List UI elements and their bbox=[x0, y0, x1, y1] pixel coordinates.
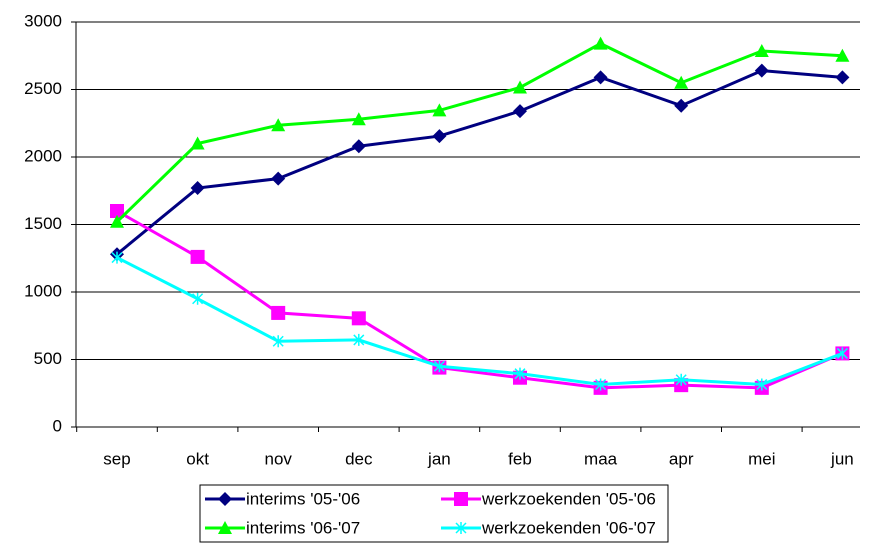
marker bbox=[754, 63, 769, 78]
marker bbox=[271, 171, 286, 186]
series-line bbox=[116, 69, 843, 256]
x-tick-label: mei bbox=[748, 449, 775, 468]
marker bbox=[353, 333, 365, 346]
marker bbox=[271, 118, 286, 132]
legend-marker bbox=[218, 521, 232, 534]
y-tick-label: 2500 bbox=[24, 79, 62, 98]
marker bbox=[593, 70, 608, 85]
marker bbox=[674, 98, 689, 113]
series-line bbox=[116, 256, 843, 386]
marker bbox=[836, 347, 848, 360]
y-tick-label: 500 bbox=[34, 349, 62, 368]
marker bbox=[351, 139, 366, 154]
x-tick-label: jan bbox=[427, 449, 451, 468]
marker bbox=[593, 36, 608, 50]
y-tick-label: 1500 bbox=[24, 214, 62, 233]
x-tick-label: maa bbox=[584, 449, 618, 468]
marker bbox=[110, 214, 124, 228]
marker bbox=[514, 367, 526, 380]
marker bbox=[835, 70, 850, 85]
marker bbox=[190, 181, 205, 196]
marker bbox=[190, 249, 205, 264]
marker bbox=[513, 104, 527, 119]
series-line bbox=[115, 41, 843, 223]
legend-marker bbox=[454, 492, 468, 506]
marker bbox=[754, 44, 769, 58]
legend-label: werkzoekenden '05-'06 bbox=[481, 489, 656, 508]
marker bbox=[271, 305, 286, 320]
x-tick-label: feb bbox=[508, 449, 532, 468]
x-tick-label: apr bbox=[669, 449, 694, 468]
legend-label: interims '06-'07 bbox=[246, 518, 360, 537]
x-tick-label: jun bbox=[830, 449, 854, 468]
marker bbox=[675, 373, 687, 386]
y-tick-label: 0 bbox=[53, 416, 62, 435]
marker bbox=[190, 136, 205, 150]
marker bbox=[351, 112, 366, 126]
legend-marker bbox=[218, 492, 232, 506]
marker bbox=[272, 335, 284, 348]
legend-marker bbox=[455, 522, 467, 534]
x-tick-label: dec bbox=[345, 449, 373, 468]
y-tick-label: 2000 bbox=[24, 146, 62, 165]
x-tick-label: sep bbox=[103, 449, 130, 468]
marker bbox=[432, 103, 447, 117]
x-tick-label: okt bbox=[186, 449, 209, 468]
marker bbox=[756, 378, 768, 391]
marker bbox=[110, 204, 124, 218]
marker bbox=[513, 80, 527, 94]
marker bbox=[432, 129, 447, 144]
y-tick-label: 1000 bbox=[24, 281, 62, 300]
legend-box bbox=[199, 484, 669, 543]
legend-label: werkzoekenden '06-'07 bbox=[481, 518, 656, 537]
marker bbox=[433, 360, 445, 373]
marker bbox=[192, 292, 204, 305]
marker bbox=[351, 311, 366, 326]
marker bbox=[674, 75, 689, 89]
x-tick-label: nov bbox=[264, 449, 292, 468]
marker bbox=[835, 48, 850, 62]
y-tick-label: 3000 bbox=[24, 11, 62, 30]
series-line bbox=[116, 209, 843, 390]
marker bbox=[595, 378, 607, 391]
marker bbox=[111, 251, 123, 264]
legend-label: interims '05-'06 bbox=[246, 489, 360, 508]
